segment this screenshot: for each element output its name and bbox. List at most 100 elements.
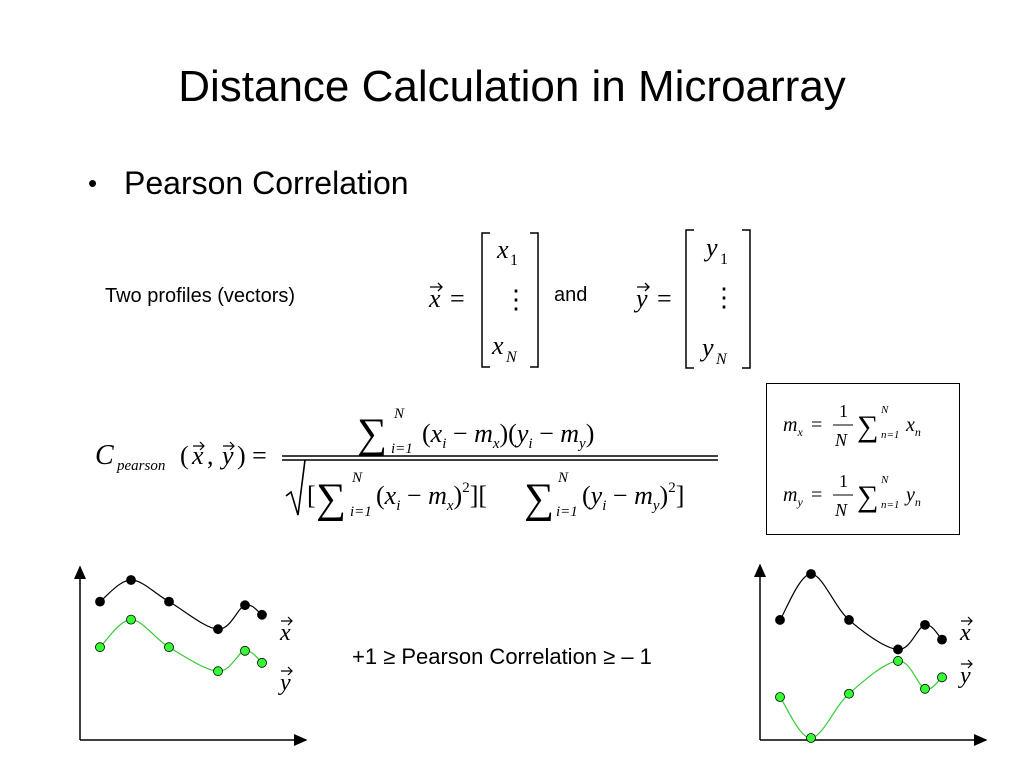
- x-series-point: [126, 575, 136, 585]
- arrow-icon: [430, 282, 443, 292]
- x-label-series-label: x: [279, 620, 291, 646]
- sum-icon: ∑: [524, 476, 554, 522]
- arg-y: y: [219, 441, 234, 470]
- svg-text:N: N: [834, 500, 848, 520]
- vector-x-definition: x = x 1 ⋮ x N: [428, 232, 539, 368]
- y-series-point: [893, 656, 903, 666]
- svg-text:=: =: [811, 484, 822, 506]
- c-subscript: pearson: [116, 458, 165, 474]
- sum-icon: ∑: [857, 410, 878, 443]
- y-series-point: [95, 642, 105, 653]
- vdots-icon: ⋮: [503, 285, 529, 314]
- svg-text:N: N: [880, 474, 889, 486]
- x-first-subscript: 1: [510, 252, 518, 269]
- x-series-point: [257, 609, 267, 620]
- x-series-line: [779, 573, 943, 651]
- y-first-subscript: 1: [720, 251, 728, 268]
- y-series-point: [806, 733, 816, 743]
- sqrt-icon: [285, 459, 306, 516]
- range-statement: +1 ≥ Pearson Correlation ≥ – 1: [352, 644, 652, 669]
- x-series-point: [775, 615, 785, 625]
- y-series-point: [257, 657, 267, 668]
- arrow-icon: [281, 616, 293, 626]
- sum-lower-limit: i=1: [556, 504, 578, 520]
- numerator-body: (xi − mx)(yi − my): [422, 419, 594, 452]
- y-label-series-label: y: [958, 663, 971, 689]
- my-definition: my = 1 N ∑ N n=1 yn: [783, 471, 921, 520]
- slide-title: Distance Calculation in Microarray: [178, 62, 846, 111]
- plot-correlated: xy: [74, 565, 308, 746]
- open-paren: (: [180, 441, 189, 470]
- sum-upper-limit: N: [557, 470, 569, 486]
- plot-uncorrelated: xy: [754, 563, 988, 746]
- close-paren-equals: ) =: [237, 441, 267, 470]
- svg-text:1: 1: [839, 401, 848, 421]
- svg-text:my: my: [783, 484, 803, 509]
- sum-lower-limit: i=1: [391, 441, 413, 457]
- y-series-point: [164, 642, 174, 653]
- x-series-point: [240, 600, 250, 611]
- vector-y-definition: y = y 1 ⋮ y N: [633, 229, 751, 369]
- y-first-entry: y: [703, 233, 718, 262]
- arrow-icon: [961, 616, 973, 626]
- y-last-subscript: N: [715, 351, 728, 368]
- arrow-icon: [223, 441, 235, 451]
- c-symbol: C: [95, 440, 114, 471]
- right-bracket: [742, 229, 751, 369]
- svg-text:N: N: [880, 404, 889, 416]
- mean-definitions-box: mx = 1 N ∑ N n=1 xn my = 1 N ∑ N n=1 yn: [766, 383, 960, 535]
- mx-definition: mx = 1 N ∑ N n=1 xn: [783, 401, 921, 450]
- two-profiles-label: Two profiles (vectors): [105, 285, 296, 307]
- y-series-point: [844, 688, 854, 699]
- pearson-formula: C pearson ( x , y ) = ∑ N i=1 (xi − mx)(…: [95, 406, 718, 522]
- x-series-point: [806, 569, 816, 579]
- y-series-point: [920, 683, 930, 694]
- x-series-point: [893, 644, 903, 655]
- y-series-point: [240, 645, 250, 656]
- vector-definitions: x = x 1 ⋮ x N y = y 1 ⋮ y N C pearson: [95, 229, 751, 522]
- x-symbol: x: [428, 284, 441, 313]
- left-bracket: [481, 232, 490, 368]
- right-bracket: [530, 232, 539, 368]
- sum-lower-limit: i=1: [350, 504, 372, 520]
- bullet-dot: •: [88, 168, 98, 198]
- arrow-icon: [281, 666, 293, 676]
- x-series-point: [95, 596, 105, 607]
- y-series-point: [937, 672, 947, 683]
- arg-x: x: [191, 441, 204, 470]
- x-series-point: [213, 624, 223, 635]
- y-symbol: y: [633, 284, 648, 313]
- svg-text:xn: xn: [905, 414, 921, 439]
- sum-icon: ∑: [316, 476, 346, 522]
- x-last-entry: x: [491, 331, 504, 360]
- svg-text:n=1: n=1: [881, 429, 899, 441]
- x-last-subscript: N: [505, 349, 518, 366]
- svg-text:1: 1: [839, 471, 848, 491]
- arrow-icon: [961, 659, 973, 669]
- left-square-bracket: [: [307, 481, 316, 510]
- y-series-point: [126, 614, 136, 625]
- mean-definitions: mx = 1 N ∑ N n=1 xn my = 1 N ∑ N n=1 yn: [783, 401, 921, 520]
- svg-text:n=1: n=1: [881, 499, 899, 511]
- arrow-icon: [193, 441, 205, 451]
- bullet-item: • Pearson Correlation: [88, 165, 409, 202]
- svg-text:mx: mx: [783, 414, 803, 439]
- svg-text:yn: yn: [904, 484, 921, 509]
- x-series-point: [920, 619, 930, 630]
- bullet-text: Pearson Correlation: [124, 165, 409, 201]
- x-series-point: [937, 634, 947, 645]
- sum-upper-limit: N: [351, 470, 363, 486]
- comma: ,: [207, 441, 214, 470]
- x-label-series-label: x: [959, 620, 971, 646]
- y-series-point: [775, 692, 785, 702]
- x-series-point: [164, 596, 174, 607]
- y-last-entry: y: [699, 333, 714, 362]
- y-series-line: [99, 618, 263, 672]
- x-series-point: [844, 615, 854, 625]
- vdots-icon: ⋮: [711, 283, 737, 312]
- sum-icon: ∑: [857, 480, 878, 513]
- left-bracket: [685, 229, 694, 369]
- and-label: and: [554, 284, 588, 306]
- arrow-icon: [637, 282, 650, 292]
- y-series-line: [779, 660, 943, 739]
